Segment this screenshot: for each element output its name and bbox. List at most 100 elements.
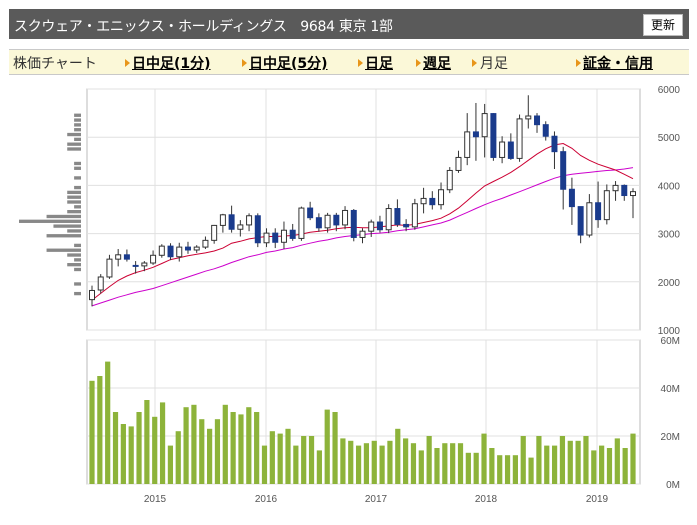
volume-y-tick-label: 60M	[661, 336, 680, 347]
candle-body	[368, 221, 375, 232]
candle-body	[534, 115, 541, 126]
volume-bar	[403, 438, 409, 484]
candle-body	[385, 208, 392, 231]
volume-bar	[246, 407, 252, 484]
volume-profile-bar	[74, 243, 81, 248]
candle-body	[403, 223, 410, 228]
volume-bar	[120, 424, 126, 484]
volume-bar	[450, 443, 456, 484]
volume-profile-bar	[67, 147, 81, 151]
volume-bar	[599, 445, 605, 484]
volume-bar	[301, 436, 307, 484]
volume-y-tick-label: 0M	[666, 480, 680, 491]
candle-body	[568, 188, 575, 208]
candle-body	[184, 246, 191, 251]
price-y-tick-label: 3000	[658, 230, 681, 241]
volume-profile-bar	[67, 263, 81, 267]
candle-body	[464, 131, 471, 158]
volume-profile-bar	[67, 132, 81, 137]
candle-body	[429, 197, 436, 206]
candle-body	[507, 141, 514, 159]
volume-bar	[567, 440, 573, 484]
tab-monthly: 月足	[480, 56, 508, 72]
tab-margin[interactable]: 証金・信用	[583, 56, 653, 72]
volume-bar	[159, 402, 166, 484]
volume-bar	[630, 433, 636, 484]
volume-bar	[536, 436, 542, 484]
candle-body	[595, 202, 602, 221]
volume-bar	[191, 404, 197, 484]
volume-bar	[481, 433, 487, 484]
volume-profile-bar	[74, 128, 81, 132]
volume-profile-bar	[74, 267, 81, 272]
tab-intraday-1min[interactable]: 日中足(1分)	[132, 56, 211, 72]
tab-intraday-5min[interactable]: 日中足(5分)	[249, 56, 328, 72]
candle-body	[481, 113, 488, 138]
candle-body	[551, 135, 558, 153]
candle-body	[106, 258, 113, 278]
candle-body	[560, 151, 567, 190]
candle-body	[630, 191, 636, 197]
candle-body	[246, 215, 253, 226]
volume-bar	[395, 428, 401, 484]
candle-body	[176, 246, 183, 258]
x-tick-label: 2019	[586, 494, 609, 505]
volume-bar	[152, 416, 158, 484]
volume-bar	[128, 426, 134, 484]
price-y-tick-label: 4000	[658, 181, 681, 192]
volume-profile-bar	[74, 118, 81, 122]
tab-arrow-icon	[416, 59, 421, 67]
stock-title: スクウェア・エニックス・ホールディングス 9684 東京 1部	[14, 19, 393, 35]
candle-body	[307, 207, 314, 219]
tab-weekly[interactable]: 週足	[423, 56, 451, 72]
volume-bar	[167, 445, 174, 484]
volume-profile-bar	[74, 176, 81, 180]
volume-bar	[426, 436, 432, 484]
volume-bar	[308, 436, 315, 484]
candle-body	[394, 208, 401, 225]
candle-body	[376, 221, 383, 231]
x-tick-label: 2017	[365, 494, 388, 505]
volume-profile-bar	[53, 224, 81, 228]
price-y-tick-label: 6000	[658, 85, 681, 96]
candle-body	[324, 214, 331, 229]
volume-bar	[89, 380, 95, 484]
volume-profile-bar	[46, 234, 81, 238]
volume-bar	[324, 409, 330, 484]
volume-bar	[583, 436, 589, 484]
candle-body	[516, 118, 523, 159]
volume-bar	[622, 448, 628, 484]
volume-y-tick-label: 40M	[661, 384, 680, 395]
volume-profile-bar	[67, 210, 81, 214]
tab-daily[interactable]: 日足	[365, 56, 393, 72]
candle-body	[123, 254, 130, 260]
candle-body	[228, 214, 235, 230]
x-tick-label: 2018	[475, 494, 498, 505]
candle-body	[499, 141, 506, 158]
volume-profile-bar	[19, 219, 81, 223]
candle-body	[542, 124, 549, 137]
candle-body	[263, 232, 270, 244]
price-y-tick-label: 5000	[658, 133, 681, 144]
x-tick-label: 2016	[255, 494, 278, 505]
refresh-button[interactable]: 更新	[642, 14, 683, 36]
candle-body	[350, 209, 357, 238]
volume-profile-bar	[74, 113, 81, 117]
volume-bar	[528, 457, 534, 484]
ma-short-line	[91, 142, 634, 301]
volume-bar	[105, 361, 111, 484]
tab-arrow-icon	[576, 59, 581, 67]
candle-body	[298, 207, 305, 239]
candle-body	[472, 131, 479, 138]
volume-profile-bar	[74, 123, 81, 127]
candle-body	[211, 224, 218, 241]
header-bar: スクウェア・エニックス・ホールディングス 9684 東京 1部 更新	[9, 9, 689, 39]
candle-body	[272, 232, 279, 243]
volume-profile-bar	[67, 200, 81, 204]
volume-bar	[214, 419, 221, 484]
volume-profile-bar	[67, 142, 81, 146]
volume-bar	[520, 436, 526, 484]
price-panel-frame	[86, 88, 641, 331]
volume-bar	[277, 433, 283, 484]
volume-bar	[465, 452, 471, 484]
